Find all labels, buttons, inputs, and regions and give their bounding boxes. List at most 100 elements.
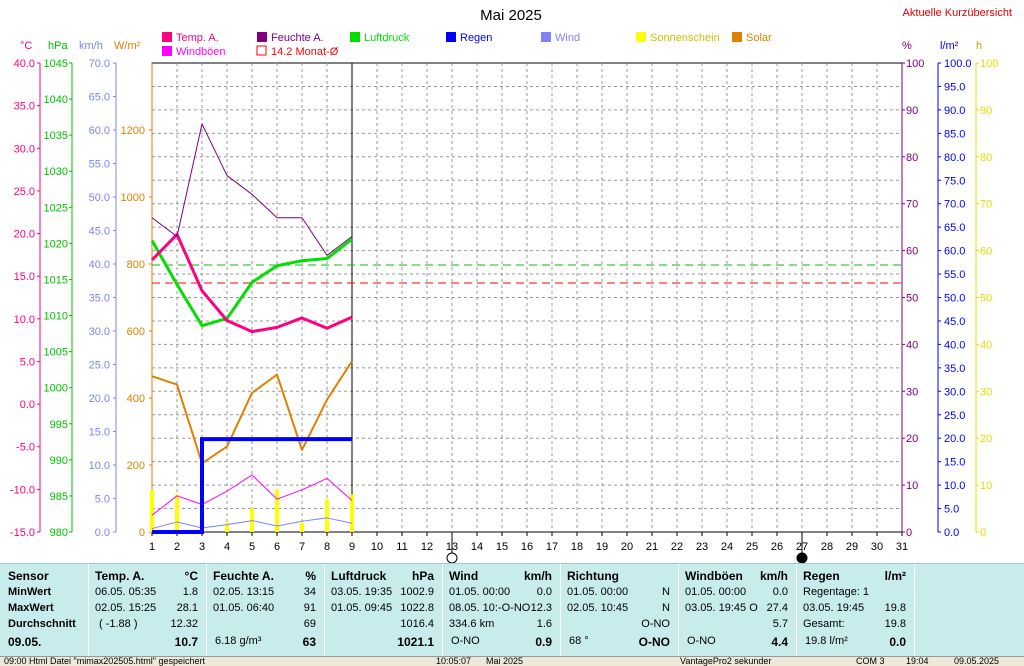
x-tick-label: 23 (696, 541, 708, 553)
gusts-max: 27.4 (766, 602, 788, 614)
pressure-tick-label: 1025 (44, 202, 68, 214)
wind-tick-label: 50.0 (89, 192, 110, 204)
rain-today: 19.8 l/m² (805, 635, 848, 647)
pressure-max: 1022.8 (400, 602, 434, 614)
series-line (151, 517, 353, 530)
direction-deg: 68 ° (569, 635, 589, 647)
x-tick-label: 29 (846, 541, 858, 553)
rain-column: Regen l/m² Regentage: 1 03.05. 19:45 19.… (797, 564, 915, 657)
rain-tick-label: 50.0 (944, 293, 965, 305)
gusts-current: 4.4 (771, 635, 788, 649)
x-tick-label: 28 (821, 541, 833, 553)
wind-column: Wind km/h 01.05. 00:00 0.0 08.05. 10:-O-… (443, 564, 561, 657)
legend-label: Wind (555, 32, 580, 44)
sun-tick-label: 70 (980, 199, 992, 211)
series-line (151, 474, 353, 516)
legend-swatch (256, 45, 267, 56)
humidity-tick-label: 80 (906, 152, 918, 164)
max-label: MaxWert (8, 602, 54, 614)
current-date: 09.05. (8, 635, 42, 649)
status-date: 09.05.2025 (954, 656, 1000, 666)
humidity-unit-label: % (902, 40, 912, 52)
pressure-tick-label: 990 (50, 455, 68, 467)
x-tick-label: 17 (546, 541, 558, 553)
x-tick-label: 6 (274, 541, 280, 553)
x-tick-label: 26 (771, 541, 783, 553)
wind-tick-label: 40.0 (89, 259, 110, 271)
temp-min-time: 06.05. 05:35 (95, 586, 157, 598)
wind-tick-label: 0.0 (95, 527, 110, 539)
gusts-min: 0.0 (772, 586, 788, 598)
pressure-tick-label: 1045 (44, 58, 68, 70)
sun-tick-label: 80 (980, 152, 992, 164)
humidity-header: Feuchte A. (213, 569, 274, 583)
x-tick-label: 2 (174, 541, 180, 553)
rain-tick-label: 100.0 (944, 58, 972, 70)
rain-tick-label: 5.0 (944, 504, 959, 516)
sun-tick-label: 40 (980, 339, 992, 351)
legend-swatch (162, 46, 172, 56)
temp-tick-label: 35.0 (14, 101, 35, 113)
rain-days: Regentage: 1 (803, 586, 870, 598)
sun-tick-label: 100 (980, 58, 998, 70)
rain-tick-label: 0.0 (944, 527, 959, 539)
temp-header: Temp. A. (95, 569, 145, 583)
series-line (150, 232, 353, 334)
legend-label: Solar (746, 32, 772, 44)
rain-unit-label: l/m² (940, 40, 959, 52)
status-bar: 09:00 Html Datei "mimax202505.html" gesp… (0, 656, 1024, 666)
humidity-current: 63 (302, 635, 316, 649)
sun-tick-label: 20 (980, 433, 992, 445)
status-port: COM 3 (856, 656, 885, 666)
rain-tick-label: 40.0 (944, 339, 965, 351)
humidity-avg: 69 (303, 618, 316, 630)
status-clock: 19:04 (906, 656, 929, 666)
humidity-tick-label: 100 (906, 58, 924, 70)
humidity-min: 34 (303, 586, 316, 598)
summary-panel: Sensor MinWert MaxWert Durchschnitt 09.0… (0, 563, 1024, 657)
sun-unit-label: h (976, 40, 982, 52)
rain-tick-label: 95.0 (944, 81, 965, 93)
humidity-abs: 6.18 g/m³ (215, 635, 262, 647)
x-tick-label: 20 (621, 541, 633, 553)
status-time: 10:05:07 (436, 656, 472, 666)
chart-title: Mai 2025 (480, 7, 542, 24)
legend-label: Temp. A. (176, 32, 219, 44)
pressure-unit-label: hPa (48, 40, 68, 52)
rain-tick-label: 35.0 (944, 363, 965, 375)
pressure-min-time: 03.05. 19:35 (331, 586, 393, 598)
rain-tick-label: 65.0 (944, 222, 965, 234)
rain-total: 19.8 (884, 618, 906, 630)
x-tick-label: 10 (371, 541, 383, 553)
temp-current: 10.7 (174, 635, 198, 649)
humidity-tick-label: 10 (906, 480, 918, 492)
gusts-header: Windböen (685, 569, 743, 583)
temp-unit: °C (184, 569, 198, 583)
sunshine-bar (300, 522, 304, 532)
x-tick-label: 16 (521, 541, 533, 553)
rain-header: Regen (803, 569, 840, 583)
wind-current: 0.9 (535, 635, 552, 649)
rain-tick-label: 15.0 (944, 457, 965, 469)
temp-min: 1.8 (182, 586, 198, 598)
x-tick-label: 14 (471, 541, 483, 553)
direction-column: Richtung 01.05. 00:00 N 02.05. 10:45 N O… (561, 564, 679, 657)
sunshine-bar (175, 494, 179, 532)
solar-tick-label: 1200 (121, 125, 145, 137)
rain-tick-label: 25.0 (944, 410, 965, 422)
x-tick-label: 3 (199, 541, 205, 553)
temp-tick-label: 5.0 (20, 356, 35, 368)
x-tick-label: 4 (224, 541, 230, 553)
sunshine-bar (225, 522, 229, 532)
pressure-tick-label: 995 (50, 419, 68, 431)
x-tick-label: 30 (871, 541, 883, 553)
pressure-tick-label: 1005 (44, 347, 68, 359)
rain-total-label: Gesamt: (803, 618, 845, 630)
x-tick-label: 25 (746, 541, 758, 553)
direction-min-time: 01.05. 00:00 (567, 586, 629, 598)
wind-dir: O-NO (451, 635, 480, 647)
x-tick-label: 5 (249, 541, 255, 553)
x-tick-label: 15 (496, 541, 508, 553)
direction-current: O-NO (638, 635, 670, 649)
new-moon-icon (796, 552, 808, 563)
